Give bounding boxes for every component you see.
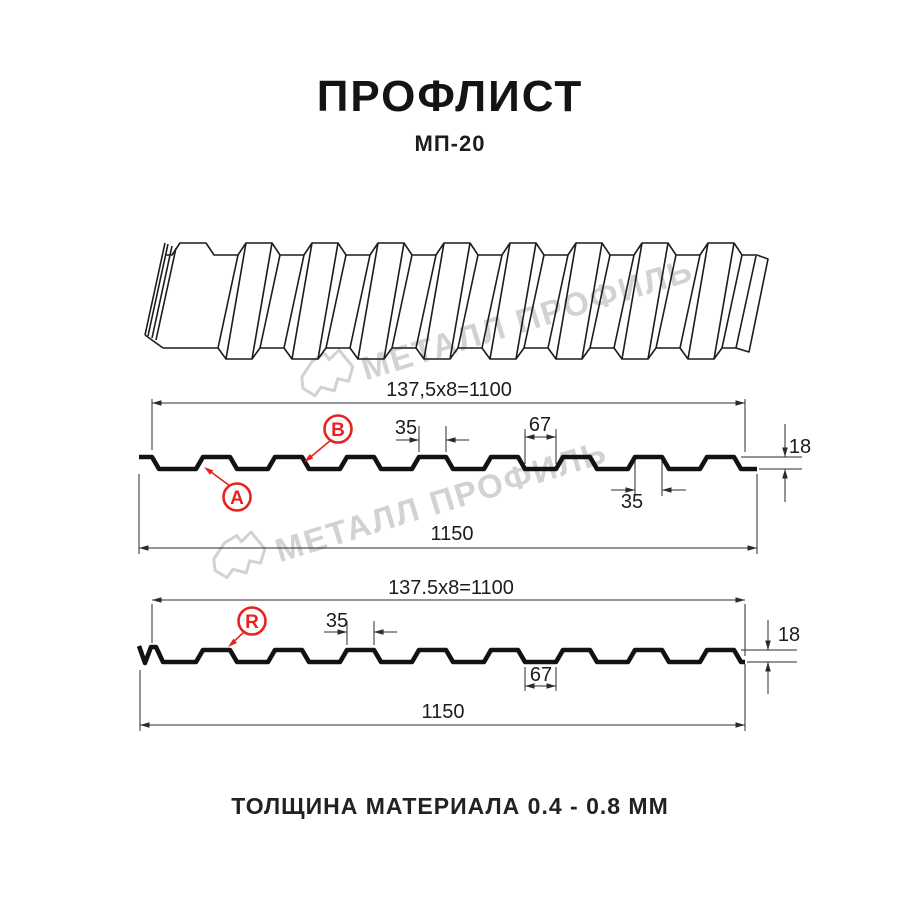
dimension-lines-a — [138, 399, 802, 554]
dim-height-a: 18 — [789, 436, 811, 458]
dim-top-width-r: 137.5x8=1100 — [388, 577, 514, 599]
side-a-letter: A — [230, 488, 244, 509]
page-subtitle: МП-20 — [414, 131, 486, 156]
dim-valley-r: 67 — [530, 664, 552, 686]
side-a-marker: A — [206, 468, 252, 512]
dim-top-width-a: 137,5x8=1100 — [386, 379, 512, 401]
dim-rib-top-a: 35 — [395, 417, 417, 439]
page-header: ПРОФЛИСТ МП-20 — [0, 72, 900, 157]
profile-3d-view — [144, 242, 769, 360]
side-b-marker: B — [306, 414, 353, 461]
cross-section-side-a: 137,5x8=1100 35 67 35 1150 18 A B — [138, 379, 811, 554]
profile-outline-a — [139, 454, 757, 472]
dim-rib-top2-a: 35 — [621, 491, 643, 513]
dim-height-r: 18 — [778, 624, 800, 646]
dim-rib-top-r: 35 — [326, 610, 348, 632]
profile-outline-r — [136, 644, 745, 666]
dim-total-width-a: 1150 — [430, 523, 473, 545]
dim-valley-a: 67 — [529, 414, 551, 436]
cross-section-side-r: 137.5x8=1100 35 67 1150 18 R — [136, 577, 800, 731]
dim-total-width-r: 1150 — [421, 701, 464, 723]
side-b-letter: B — [331, 420, 345, 441]
dimension-lines-r — [139, 597, 797, 731]
page-title: ПРОФЛИСТ — [316, 72, 584, 121]
side-r-marker: R — [230, 606, 267, 645]
side-r-letter: R — [245, 612, 259, 633]
material-thickness-note: ТОЛЩИНА МАТЕРИАЛА 0.4 - 0.8 ММ — [231, 793, 669, 819]
